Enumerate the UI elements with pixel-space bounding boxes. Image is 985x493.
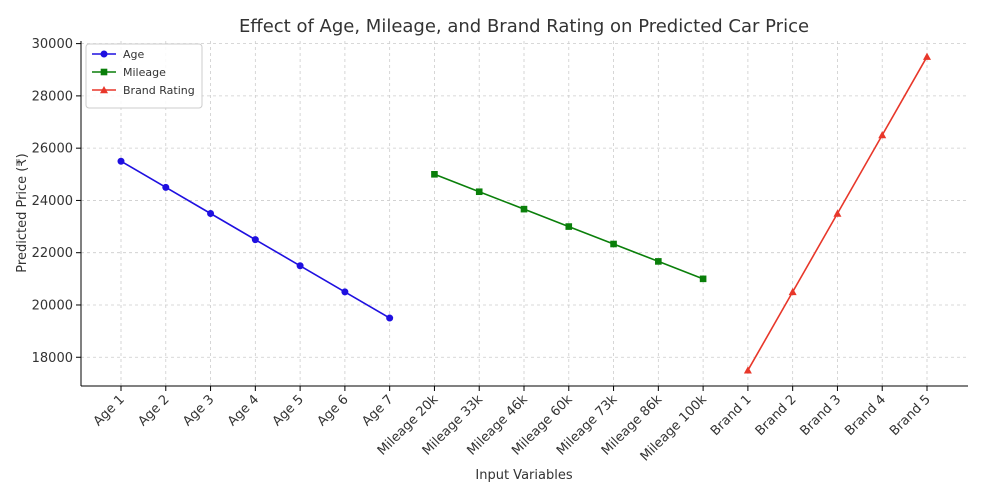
y-tick-label: 20000 [32,298,73,313]
x-tick-label: Brand 4 [842,392,889,439]
data-point-brand-rating [743,366,752,374]
series-mileage [431,170,707,283]
legend-marker-brand-rating [100,86,108,94]
y-tick-label: 22000 [32,246,73,261]
data-point-brand-rating [788,287,797,296]
series-brand-rating [743,52,931,374]
legend-box [85,43,203,109]
data-point-age [207,210,215,217]
series-layer [117,52,931,374]
data-point-age [341,288,349,296]
data-point-age [386,314,394,322]
x-tick-label: Age 5 [270,392,307,429]
data-point-mileage [699,275,707,283]
x-tick-label: Age 7 [359,392,396,429]
legend-label-age: Age [123,48,145,61]
legend-label-brand-rating: Brand Rating [123,84,195,97]
x-tick-label: Brand 1 [708,392,755,439]
legend-label-mileage: Mileage [123,66,166,79]
chart-title: Effect of Age, Mileage, and Brand Rating… [239,16,809,37]
data-point-mileage [475,188,483,196]
data-point-mileage [610,240,617,248]
legend: Age Mileage Brand Rating [85,43,203,109]
data-point-age [296,262,304,270]
y-tick-label: 30000 [32,37,73,52]
data-point-mileage [520,205,528,213]
data-point-age [251,236,259,244]
x-tick-label: Brand 5 [887,392,934,439]
data-point-age [162,183,170,191]
data-point-age [117,157,125,165]
x-tick-label: Age 1 [91,392,128,429]
data-point-brand-rating [833,209,842,217]
series-age [117,157,394,322]
y-tick-label: 18000 [32,351,73,366]
x-tick-label: Brand 2 [753,392,800,439]
x-axis-label: Input Variables [475,468,572,483]
y-tick-label: 26000 [32,142,73,157]
x-tick-label: Age 4 [225,392,262,429]
x-tick-label: Age 2 [135,392,172,429]
data-point-mileage [565,223,573,230]
legend-marker-age [100,50,108,58]
data-point-mileage [431,170,438,178]
y-tick-label: 28000 [32,89,73,104]
data-point-brand-rating [923,52,931,60]
grid-layer [81,41,968,386]
data-point-brand-rating [878,131,887,139]
x-tick-label: Age 6 [315,392,352,429]
y-tick-label: 24000 [32,194,73,209]
x-tick-label: Age 3 [180,392,217,429]
y-axis-label: Predicted Price (₹) [15,153,30,272]
x-tick-label: Brand 3 [798,392,845,439]
data-point-mileage [655,258,662,265]
legend-marker-mileage [100,68,108,76]
